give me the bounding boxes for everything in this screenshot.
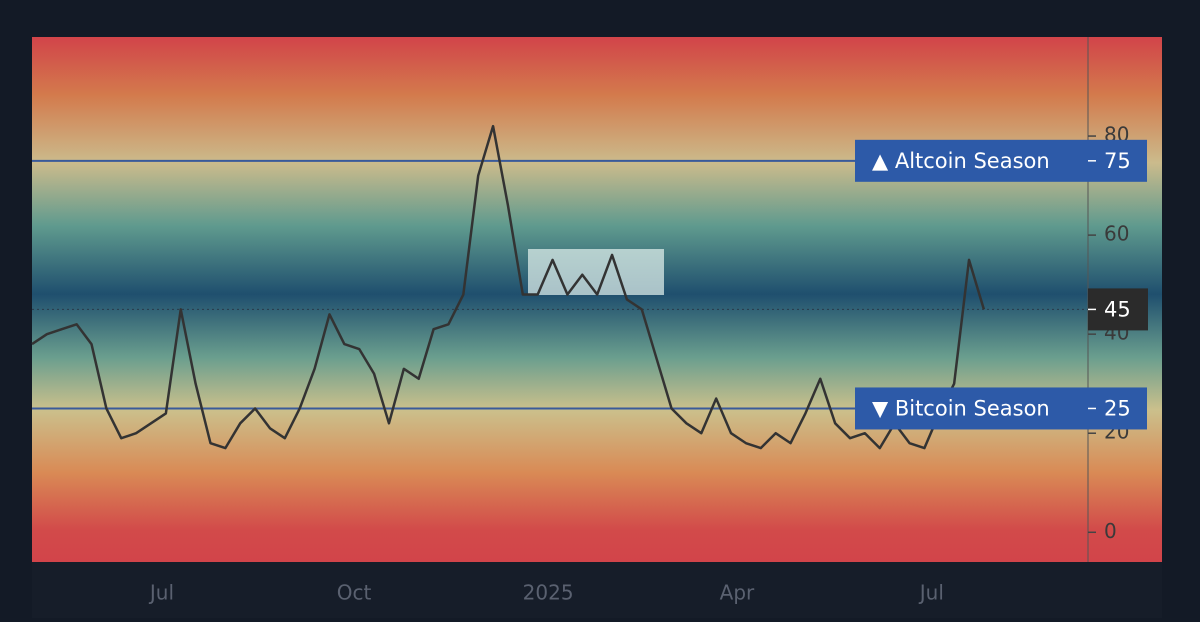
x-tick-label: Jul [918, 581, 944, 605]
threshold-value: 75 [1104, 149, 1131, 173]
plot-background [32, 37, 1162, 562]
y-tick-label: 0 [1104, 519, 1117, 543]
threshold-label: ▼ Bitcoin Season [872, 396, 1050, 420]
x-tick-label: 2025 [523, 581, 574, 605]
x-tick-label: Jul [148, 581, 174, 605]
current-value: 45 [1104, 297, 1131, 321]
threshold-label-box [855, 139, 1147, 182]
highlight-box [528, 249, 664, 295]
x-axis-area [32, 562, 1162, 618]
x-tick-label: Oct [337, 581, 372, 605]
index-line [31, 124, 986, 450]
y-tick-label: 60 [1104, 222, 1129, 246]
current-box [1088, 288, 1148, 331]
threshold-value: 25 [1104, 396, 1131, 420]
threshold-label-box [855, 387, 1147, 430]
x-tick-label: Apr [720, 581, 755, 605]
threshold-label: ▲ Altcoin Season [872, 149, 1050, 173]
